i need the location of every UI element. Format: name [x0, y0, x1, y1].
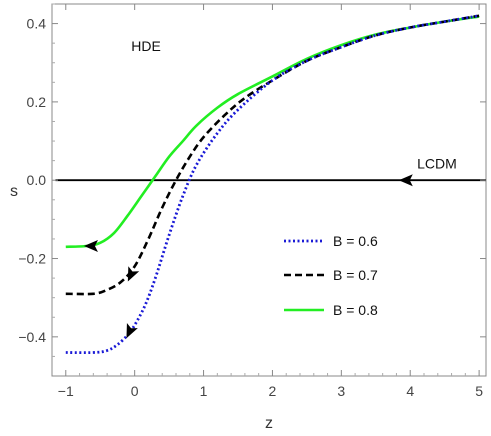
x-tick-label: 4	[406, 383, 414, 399]
legend-label-b06: B = 0.6	[333, 233, 378, 249]
direction-arrow	[126, 322, 138, 339]
y-tick-label: −0.4	[18, 329, 46, 345]
plot-series	[55, 14, 486, 355]
arrow-head	[126, 322, 138, 339]
x-tick-label: 1	[200, 383, 208, 399]
y-tick-label: −0.2	[18, 251, 46, 267]
x-tick-label: 2	[269, 383, 277, 399]
legend-label-b08: B = 0.8	[333, 302, 378, 318]
series-line-b-0-7	[65, 14, 480, 296]
annotation-hde: HDE	[131, 38, 161, 54]
annotation-lcdm: LCDM	[417, 155, 457, 171]
arrow-head	[83, 239, 98, 252]
y-tick-label: 0.2	[27, 94, 47, 110]
direction-arrow	[127, 266, 140, 282]
plot-frame	[51, 3, 487, 377]
x-tick-label: 3	[337, 383, 345, 399]
y-axis-title: s	[10, 183, 18, 200]
arrow-head	[127, 266, 140, 282]
x-axis-title: z	[265, 415, 273, 432]
axis-tick-labels: −1 0 1 2 3 4 5 −0.4 −0.2 0.0 0.2 0.4	[18, 16, 483, 399]
y-tick-label: 0.4	[27, 16, 47, 32]
y-tick-label: 0.0	[27, 172, 47, 188]
series-line-b-0-8	[65, 15, 480, 249]
x-tick-label: −1	[58, 383, 74, 399]
x-tick-label: 5	[475, 383, 483, 399]
axis-ticks	[52, 3, 486, 376]
direction-arrow	[83, 239, 98, 252]
series-line-b-0-6	[65, 14, 480, 355]
x-tick-label: 0	[131, 383, 139, 399]
plot-arrows	[83, 174, 413, 339]
arrow-head	[398, 174, 413, 187]
legend-label-b07: B = 0.7	[333, 267, 378, 283]
direction-arrow	[398, 174, 413, 187]
plot-border	[51, 3, 487, 377]
legend: B = 0.6 B = 0.7 B = 0.8	[284, 233, 378, 318]
